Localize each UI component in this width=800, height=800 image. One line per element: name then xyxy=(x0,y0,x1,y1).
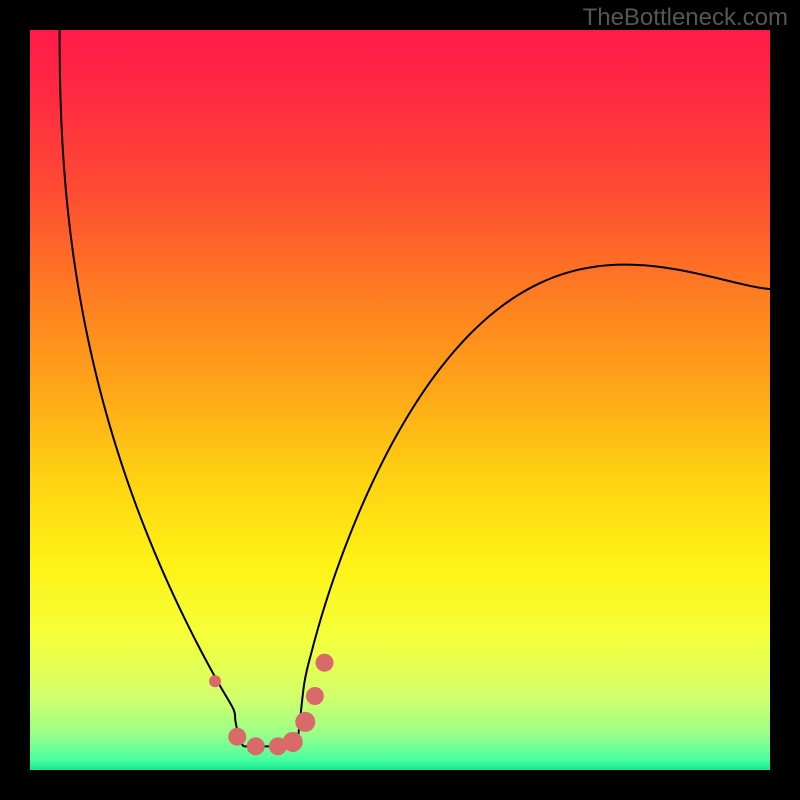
chart-container: TheBottleneck.com xyxy=(0,0,800,800)
plot-background xyxy=(30,30,770,770)
chart-svg xyxy=(0,0,800,800)
data-marker xyxy=(283,732,303,752)
data-marker xyxy=(306,687,324,705)
data-marker xyxy=(209,675,221,687)
data-marker xyxy=(316,654,334,672)
data-marker xyxy=(295,712,315,732)
data-marker xyxy=(247,737,265,755)
data-marker xyxy=(228,728,246,746)
